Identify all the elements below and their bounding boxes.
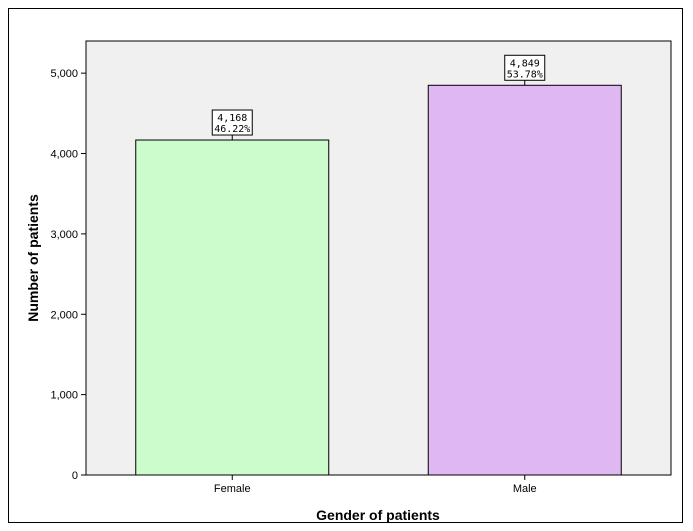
- data-label-count: 4,168: [217, 113, 247, 124]
- x-axis: Female Male: [214, 475, 537, 495]
- x-tick-label: Male: [513, 483, 537, 495]
- data-label-box: [504, 54, 546, 81]
- y-axis-title: Number of patients: [25, 194, 41, 322]
- y-tick-label: 1,000: [50, 390, 78, 402]
- bar-male: [427, 84, 622, 476]
- x-axis-title: Gender of patients: [316, 507, 440, 523]
- bar-female: [135, 139, 330, 476]
- x-tick-label: Female: [214, 483, 251, 495]
- data-label-count: 4,849: [510, 58, 540, 69]
- y-tick-label: 2,000: [50, 309, 78, 321]
- data-label-percent: 46.22%: [214, 124, 250, 135]
- data-label-box: [211, 109, 253, 136]
- y-tick-label: 3,000: [50, 229, 78, 241]
- y-tick-label: 5,000: [50, 68, 78, 80]
- y-tick-label: 0: [72, 470, 78, 482]
- y-tick-label: 4,000: [50, 149, 78, 161]
- y-axis: 0 1,000 2,000 3,000 4,000 5,000: [50, 68, 86, 482]
- data-label-percent: 53.78%: [507, 69, 543, 80]
